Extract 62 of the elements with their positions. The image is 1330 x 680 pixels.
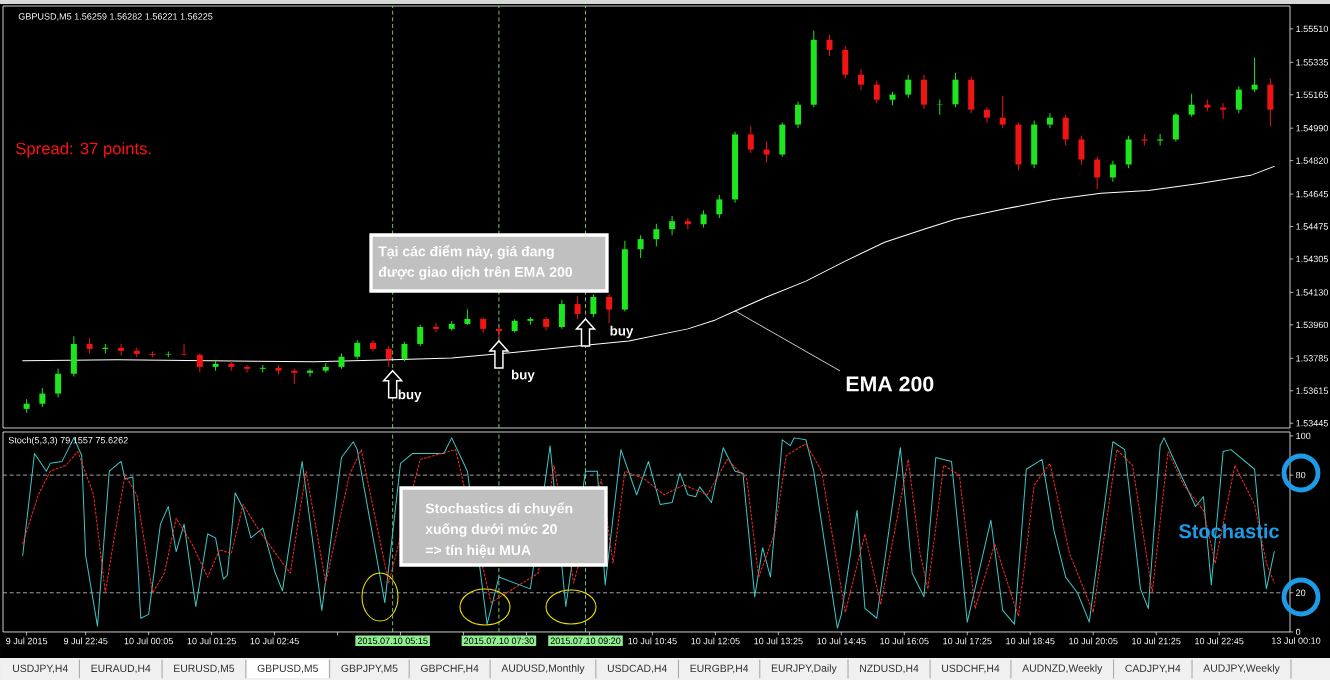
- x-tick-label: 10 Jul 02:45: [250, 637, 299, 645]
- text: AUDJPY,Weekly: [1203, 664, 1280, 674]
- x-tick-label: 10 Jul 21:25: [1132, 637, 1181, 645]
- text: GBPJPY,M5: [341, 664, 398, 674]
- y-tick-label: 1.53960: [1296, 321, 1329, 329]
- text: CADJPY,H4: [1125, 664, 1181, 674]
- y-tick-label: 1.53785: [1296, 355, 1328, 362]
- text: GBPUSD,M5 1.56259 1.56282 1.56221 1.56225: [18, 13, 213, 21]
- y-tick-label: 0: [1295, 628, 1301, 636]
- text: GBPCHF,H4: [420, 664, 479, 674]
- text: EURJPY,Daily: [771, 664, 837, 674]
- annotation: buy: [610, 325, 634, 339]
- text: EURUSD,M5: [174, 664, 235, 674]
- y-tick-label: 1.55510: [1296, 25, 1329, 33]
- text: NZDUSD,H4: [860, 664, 919, 674]
- annotation: Spread: 37 points.: [16, 142, 151, 158]
- y-tick-label: 1.54645: [1296, 190, 1328, 198]
- annotation: Tại các điểm này, giá đang: [378, 244, 554, 260]
- x-tick-label: 10 Jul 22:45: [1195, 637, 1244, 645]
- annotation: => tín hiệu MUA: [425, 544, 531, 558]
- x-tick-label: 10 Jul 00:05: [124, 637, 173, 645]
- text: USDJPY,H4: [13, 664, 68, 674]
- y-tick-label: 1.55165: [1296, 91, 1328, 98]
- text: GBPUSD,M5: [257, 664, 318, 674]
- text: USDCHF,H4: [942, 664, 1000, 674]
- annotation: được giao dịch trên EMA 200: [378, 266, 573, 280]
- x-tick-label: 10 Jul 17:25: [943, 637, 992, 645]
- x-tick-label: 10 Jul 16:05: [880, 637, 929, 645]
- x-tick-label: 10 Jul 13:25: [754, 637, 803, 645]
- text: 13 Jul 00:10: [1272, 637, 1321, 644]
- text: AUDNZD,Weekly: [1022, 664, 1103, 674]
- annotation: xuống dưới mức 20: [425, 523, 557, 537]
- x-tick-label: 9 Jul 22:45: [63, 637, 108, 645]
- y-tick-label: 20: [1296, 589, 1306, 596]
- annotation: buy: [398, 389, 422, 402]
- y-tick-label: 1.54475: [1296, 223, 1328, 230]
- x-tick-label: 10 Jul 01:25: [187, 637, 236, 645]
- ref-line-label: 2015.07.10 09:20: [550, 637, 621, 644]
- annotation: Stochastics di chuyển: [425, 501, 573, 517]
- ref-line-label: 2015.07.10 07:30: [464, 637, 534, 644]
- x-tick-label: 10 Jul 20:05: [1069, 637, 1118, 645]
- y-tick-label: 80: [1296, 471, 1306, 479]
- x-tick-label: 10 Jul 14:45: [817, 637, 866, 645]
- y-tick-label: 1.55335: [1296, 59, 1328, 66]
- text: AUDUSD,Monthly: [501, 664, 585, 674]
- y-tick-label: 100: [1296, 432, 1311, 440]
- ref-line-label: 2015.07.10 05:15: [357, 637, 428, 644]
- annotation: EMA 200: [846, 376, 934, 392]
- y-tick-label: 1.54990: [1296, 124, 1329, 132]
- y-tick-label: 1.53615: [1296, 387, 1328, 394]
- text: EURAUD,H4: [91, 664, 151, 674]
- x-tick-label: 10 Jul 10:45: [628, 637, 677, 645]
- y-tick-label: 1.54130: [1296, 289, 1329, 296]
- text: EURGBP,H4: [690, 664, 749, 674]
- text: USDCAD,H4: [607, 664, 667, 674]
- x-tick-label: 10 Jul 18:45: [1006, 637, 1055, 645]
- annotation: buy: [511, 369, 535, 383]
- x-tick-label: 10 Jul 12:05: [691, 637, 740, 645]
- x-tick-label: 9 Jul 2015: [6, 637, 48, 645]
- y-tick-label: 1.54305: [1296, 255, 1328, 263]
- y-tick-label: 1.53445: [1296, 419, 1328, 427]
- y-tick-label: 1.54820: [1296, 157, 1329, 164]
